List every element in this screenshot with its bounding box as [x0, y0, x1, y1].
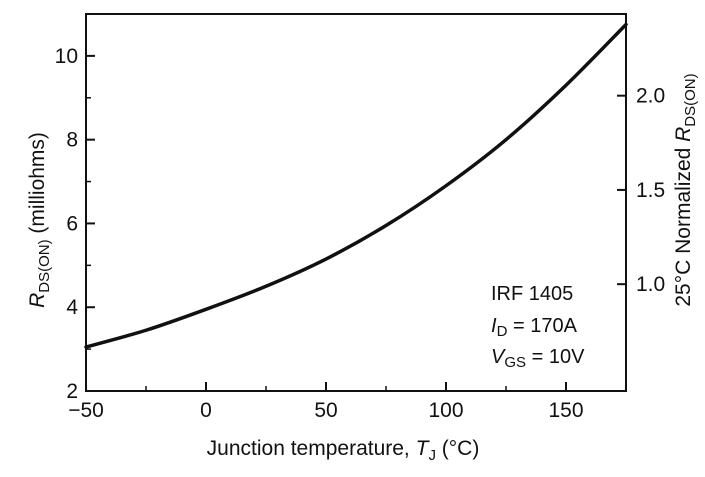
annotation-gate-voltage: VGS = 10V: [491, 346, 585, 371]
left-tick-label: 6: [66, 212, 78, 235]
left-tick-label: 2: [66, 380, 78, 403]
annotation-part-number: IRF 1405: [491, 283, 573, 305]
left-axis-ticks: 2 4 6 8 10: [55, 45, 95, 403]
right-y-axis-label: 25°C Normalized RDS(ON): [672, 73, 699, 306]
plot-frame: [85, 13, 627, 392]
left-tick-label: 10: [55, 45, 78, 68]
left-tick-label: 4: [66, 296, 78, 319]
x-tick-label: 150: [548, 399, 583, 422]
x-tick-label: 100: [428, 399, 463, 422]
right-tick-label: 1.0: [636, 273, 665, 296]
right-axis-ticks: 1.0 1.5 2.0: [617, 85, 665, 296]
x-axis-label: Junction temperature, TJ (°C): [207, 437, 480, 464]
left-tick-label: 8: [66, 129, 78, 152]
right-tick-label: 2.0: [636, 85, 665, 108]
annotation-drain-current: ID = 170A: [491, 315, 578, 340]
series-line: [84, 22, 628, 349]
x-tick-label: 50: [314, 399, 337, 422]
annotation-box: IRF 1405 ID = 170A VGS = 10V: [491, 283, 585, 371]
right-tick-label: 1.5: [636, 179, 665, 202]
x-axis-ticks: −50 0 50 100 150: [68, 382, 584, 422]
x-tick-label: −50: [68, 399, 104, 422]
x-tick-label: 0: [200, 399, 212, 422]
left-y-axis-label: RDS(ON) (milliohms): [26, 132, 53, 308]
